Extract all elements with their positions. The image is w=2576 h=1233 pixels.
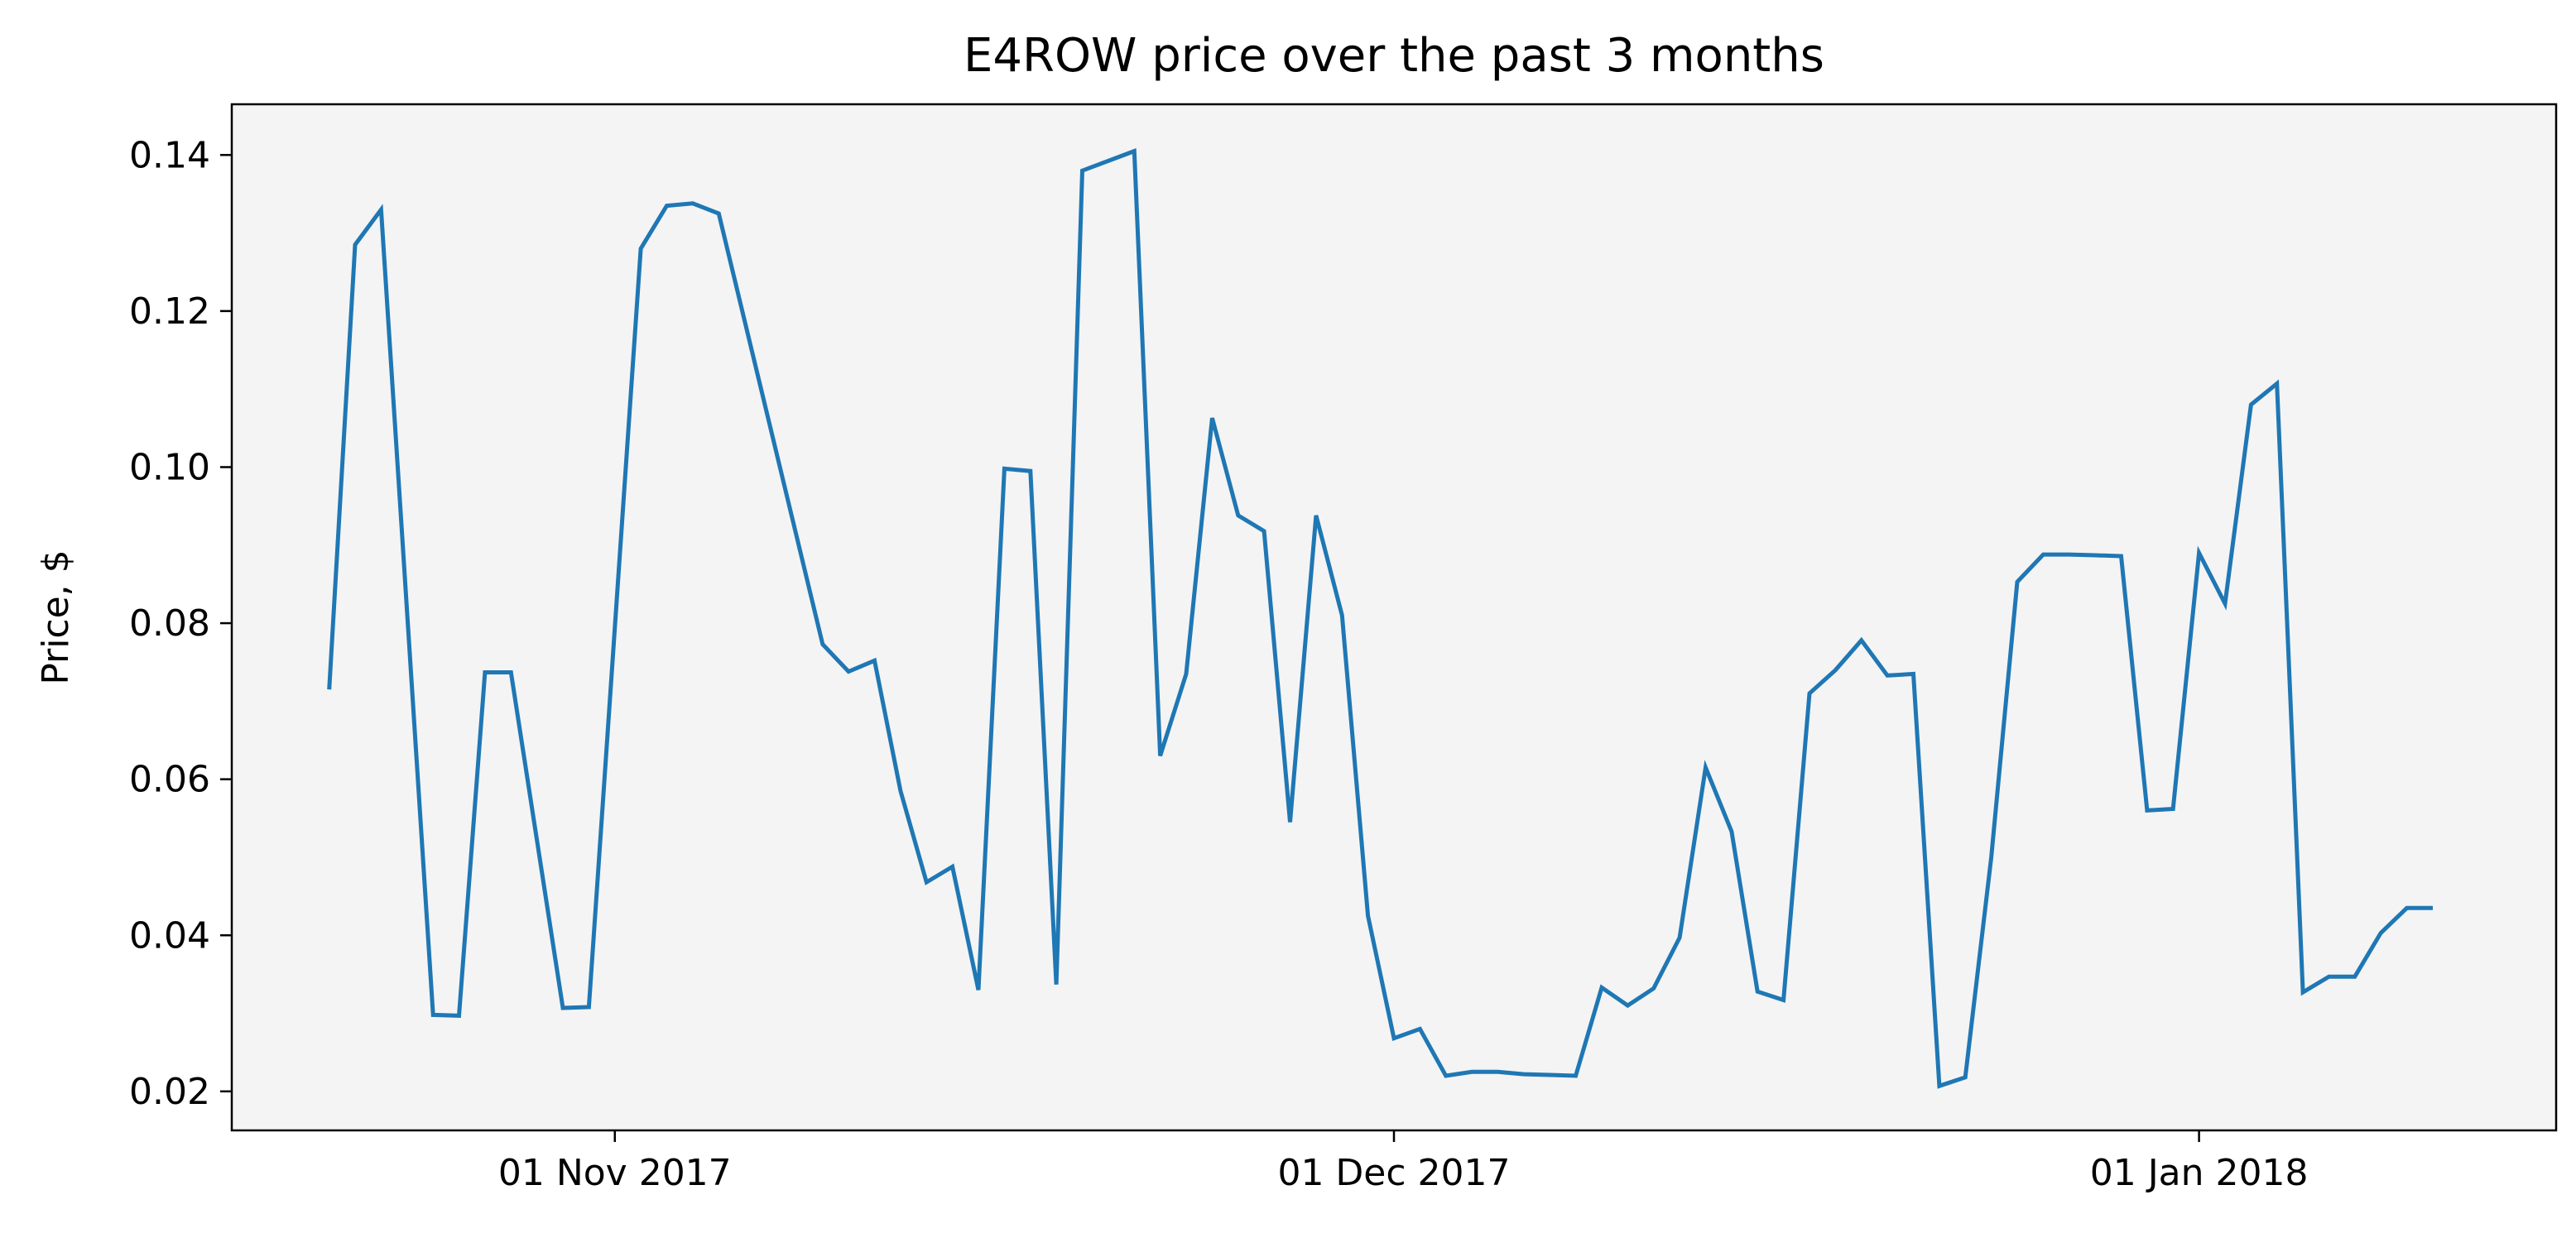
y-tick-label: 0.02	[129, 1071, 210, 1113]
series-layer	[327, 148, 2433, 1089]
plot-area	[232, 104, 2556, 1130]
y-axis-label: Price, $	[35, 549, 77, 684]
y-axis: 0.02 0.04 0.06 0.08 0.10 0.12 0.14	[129, 134, 232, 1113]
plot-frame	[230, 103, 2558, 1132]
y-tick-label: 0.10	[129, 446, 210, 488]
price-line	[327, 148, 2433, 1089]
chart-title: E4ROW price over the past 3 months	[964, 29, 1824, 83]
y-tick-label: 0.12	[129, 290, 210, 333]
y-tick-label: 0.14	[129, 134, 210, 176]
x-tick-label: 01 Jan 2018	[2090, 1152, 2309, 1194]
y-tick-label: 0.04	[129, 914, 210, 957]
y-tick-label: 0.08	[129, 602, 210, 645]
x-tick-label: 01 Nov 2017	[498, 1152, 732, 1194]
y-tick-label: 0.06	[129, 759, 210, 801]
x-tick-label: 01 Dec 2017	[1277, 1152, 1510, 1194]
x-axis: 01 Nov 2017 01 Dec 2017 01 Jan 2018	[498, 1130, 2309, 1194]
